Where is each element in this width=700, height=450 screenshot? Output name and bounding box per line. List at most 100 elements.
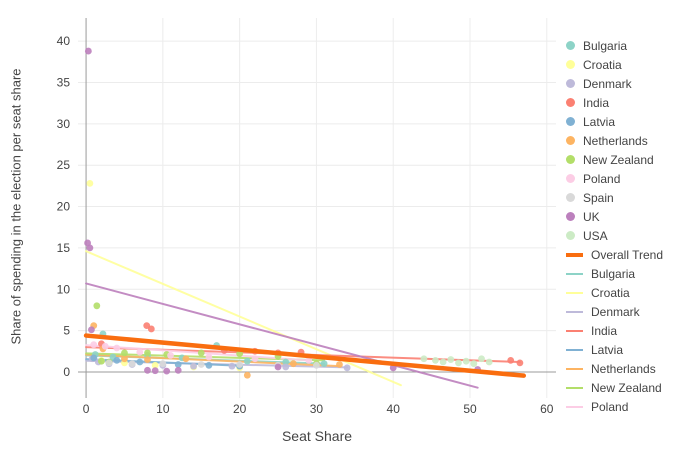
legend-item-bulgaria[interactable]: Bulgaria [566, 264, 663, 283]
scatter-point [243, 357, 251, 365]
scatter-point [113, 344, 121, 352]
scatter-point [136, 358, 144, 366]
x-tick-label: 0 [83, 402, 90, 416]
scatter-point [343, 364, 351, 372]
scatter-series-usa [420, 355, 493, 368]
scatter-point [313, 361, 320, 369]
legend-item-usa[interactable]: USA [566, 226, 663, 245]
legend-marker-icon [566, 98, 575, 107]
scatter-point [88, 326, 95, 334]
legend-item-netherlands[interactable]: Netherlands [566, 359, 663, 378]
legend-item-label: New Zealand [583, 152, 654, 167]
scatter-point [470, 360, 478, 368]
scatter-point [93, 302, 101, 310]
scatter-point [197, 349, 205, 357]
legend-item-latvia[interactable]: Latvia [566, 340, 663, 359]
legend-item-overall-trend[interactable]: Overall Trend [566, 245, 663, 264]
trend-line-uk [85, 282, 479, 389]
scatter-point [478, 355, 485, 363]
legend-item-label: Croatia [583, 57, 622, 72]
scatter-point [289, 360, 297, 368]
legend-marker-icon [566, 117, 575, 126]
legend-item-label: New Zealand [591, 380, 662, 395]
scatter-point [174, 361, 182, 368]
scatter-point [197, 361, 205, 368]
scatter-point [282, 358, 290, 366]
trend-line-poland [85, 344, 310, 362]
scatter-point [98, 357, 105, 365]
x-tick-label: 20 [233, 402, 247, 416]
scatter-point [86, 179, 94, 187]
scatter-point [236, 350, 244, 358]
scatter-point [105, 359, 113, 367]
scatter-point [151, 361, 159, 369]
scatter-point [205, 361, 213, 369]
scatter-point [507, 356, 515, 364]
legend-item-poland[interactable]: Poland [566, 169, 663, 188]
legend-item-label: Poland [591, 399, 629, 414]
legend-item-denmark[interactable]: Denmark [566, 302, 663, 321]
legend: Bulgaria Croatia Denmark India Latvia Netherl… [566, 36, 663, 416]
legend-item-denmark[interactable]: Denmark [566, 74, 663, 93]
legend-item-uk[interactable]: UK [566, 207, 663, 226]
scatter-point [163, 367, 171, 375]
x-tick-label: 50 [463, 402, 477, 416]
scatter-point [305, 356, 313, 364]
legend-item-new-zealand[interactable]: New Zealand [566, 150, 663, 169]
scatter-point [205, 353, 213, 361]
y-tick-label: 35 [57, 76, 71, 90]
legend-item-croatia[interactable]: Croatia [566, 283, 663, 302]
legend-item-poland[interactable]: Poland [566, 397, 663, 416]
legend-item-label: Latvia [591, 342, 624, 357]
y-tick-label: 40 [57, 34, 71, 48]
scatter-point [420, 355, 428, 363]
legend-marker-icon [566, 231, 575, 240]
scatter-point [128, 360, 136, 368]
scatter-point [86, 244, 94, 252]
scatter-point [121, 355, 128, 363]
y-axis-title: Share of spending in the election per se… [8, 68, 24, 345]
legend-item-label: Poland [583, 171, 621, 186]
legend-item-label: Spain [583, 190, 614, 205]
scatter-point [167, 352, 174, 359]
legend-line-icon [566, 252, 583, 257]
legend-item-label: Latvia [583, 114, 616, 129]
legend-marker-icon [566, 174, 575, 183]
y-tick-label: 25 [57, 158, 71, 172]
legend-item-india[interactable]: India [566, 321, 663, 340]
legend-line-icon [566, 291, 583, 294]
scatter-point [282, 363, 290, 371]
legend-item-label: Denmark [591, 304, 640, 319]
legend-marker-icon [566, 41, 575, 50]
scatter-point [84, 47, 92, 55]
legend-item-india[interactable]: India [566, 93, 663, 112]
legend-item-netherlands[interactable]: Netherlands [566, 131, 663, 150]
legend-item-bulgaria[interactable]: Bulgaria [566, 36, 663, 55]
scatter-point [182, 355, 190, 363]
scatter-point [190, 362, 197, 370]
scatter-point [243, 371, 251, 379]
scatter-point [101, 342, 109, 350]
legend-item-croatia[interactable]: Croatia [566, 55, 663, 74]
scatter-point [90, 354, 98, 362]
scatter-point [447, 356, 455, 363]
trend-line-netherlands [85, 353, 341, 368]
legend-item-latvia[interactable]: Latvia [566, 112, 663, 131]
x-tick-label: 60 [540, 402, 554, 416]
legend-line-icon [566, 348, 583, 351]
legend-item-label: Denmark [583, 76, 632, 91]
y-tick-label: 0 [63, 365, 70, 379]
scatter-point [90, 341, 98, 349]
legend-item-label: Bulgaria [583, 38, 628, 53]
scatter-point [485, 358, 493, 366]
scatter-point [516, 359, 524, 367]
legend-item-spain[interactable]: Spain [566, 188, 663, 207]
legend-item-label: Netherlands [583, 133, 648, 148]
legend-marker-icon [566, 212, 575, 221]
scatter-point [228, 362, 236, 370]
scatter-point [336, 361, 343, 368]
scatter-point [144, 356, 151, 363]
x-tick-label: 30 [310, 402, 324, 416]
legend-item-new-zealand[interactable]: New Zealand [566, 378, 663, 397]
